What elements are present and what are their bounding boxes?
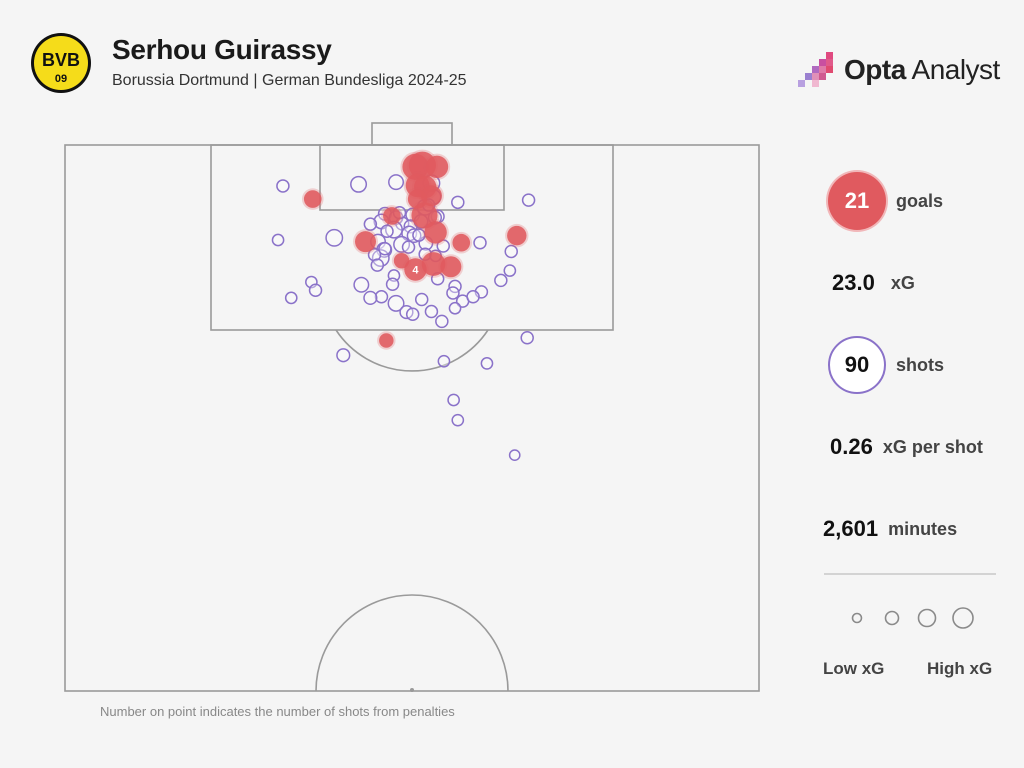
shot-point xyxy=(521,193,536,207)
shot-point xyxy=(414,292,429,307)
shot-point xyxy=(494,273,508,288)
shot-point xyxy=(388,174,405,191)
xg-value: 23.0 xyxy=(832,270,875,295)
shot-point xyxy=(378,241,392,256)
centre-circle xyxy=(315,594,509,692)
goal-point xyxy=(383,207,401,225)
stat-shots: 90 shots xyxy=(828,336,944,394)
goal-point xyxy=(303,190,322,208)
shot-point xyxy=(336,348,351,363)
shot-point xyxy=(387,294,405,312)
opta-analyst-logo-icon xyxy=(798,52,833,87)
stat-xg: 23.0 xG xyxy=(832,270,915,296)
goal-point xyxy=(452,233,471,252)
shot-point xyxy=(435,314,449,329)
shot-point xyxy=(451,195,465,210)
goal xyxy=(371,122,453,146)
goal-point xyxy=(440,256,462,278)
shot-point xyxy=(406,228,422,244)
shot-point xyxy=(451,413,465,427)
goal-point xyxy=(355,231,377,253)
goal-point xyxy=(404,258,427,281)
penalty-arc xyxy=(335,329,489,372)
goal-point xyxy=(421,252,446,276)
legend-circle-3 xyxy=(917,608,937,628)
goal-point xyxy=(424,221,447,244)
club-logo-year: 09 xyxy=(55,73,67,85)
brand-text: Opta Analyst xyxy=(844,54,1000,85)
shot-point xyxy=(374,290,389,304)
shot-point xyxy=(350,175,368,193)
xg-size-legend xyxy=(851,607,974,629)
shot-point xyxy=(353,276,370,293)
goals-value: 21 xyxy=(844,188,870,213)
penalty-count-label: 4 xyxy=(412,264,419,276)
shot-point xyxy=(447,393,460,407)
xg-per-shot-label: xG per shot xyxy=(882,436,983,457)
stat-xg-per-shot: 0.26 xG per shot xyxy=(830,434,983,460)
goal-point xyxy=(425,155,449,179)
legend-circle-4 xyxy=(952,607,974,629)
shots-bubble: 90 xyxy=(828,336,886,394)
shots-value: 90 xyxy=(844,352,870,377)
club-logo: BVB 09 xyxy=(31,33,91,93)
shot-point xyxy=(370,258,385,272)
pitch-lines xyxy=(64,122,760,692)
shot-point xyxy=(466,290,480,304)
shot-point xyxy=(276,179,290,193)
shot-point xyxy=(284,291,298,305)
shot-point xyxy=(480,357,494,370)
stat-minutes: 2,601 minutes xyxy=(823,516,957,542)
shot-point xyxy=(380,224,394,239)
shots-label: shots xyxy=(896,354,945,375)
legend-high-label: High xG xyxy=(927,659,993,678)
goals-bubble: 21 xyxy=(828,172,886,230)
minutes-label: minutes xyxy=(888,518,958,539)
legend-circle-1 xyxy=(851,612,863,624)
divider xyxy=(824,573,996,575)
shot-point xyxy=(504,244,518,259)
shot-point xyxy=(385,277,400,291)
shot-point xyxy=(424,304,439,319)
legend-low-label: Low xG xyxy=(823,659,885,678)
shot-point xyxy=(401,240,416,254)
goals-label: goals xyxy=(896,190,944,211)
shot-point xyxy=(405,307,420,322)
page-subtitle: Borussia Dortmund | German Bundesliga 20… xyxy=(112,72,467,89)
page-title: Serhou Guirassy xyxy=(112,34,332,65)
stat-goals: 21 goals xyxy=(828,172,943,230)
centre-spot xyxy=(410,688,414,692)
xg-label: xG xyxy=(890,272,915,293)
minutes-value: 2,601 xyxy=(823,516,879,541)
shot-point xyxy=(520,330,534,345)
xg-per-shot-value: 0.26 xyxy=(830,434,873,459)
shot-point xyxy=(371,249,390,267)
shot-point xyxy=(508,449,521,461)
footnote: Number on point indicates the number of … xyxy=(100,704,455,719)
shot-point xyxy=(271,233,285,247)
legend-circle-2 xyxy=(884,610,900,626)
goal-point xyxy=(411,202,438,229)
club-logo-text: BVB xyxy=(42,50,80,70)
goal-point xyxy=(507,225,527,246)
shot-point xyxy=(446,286,460,300)
shot-point xyxy=(367,247,382,262)
shot-point xyxy=(363,217,378,231)
goal-point xyxy=(379,333,394,348)
shot-point xyxy=(308,283,323,297)
shot-point xyxy=(473,235,487,250)
shot-point xyxy=(393,235,411,253)
shot-point xyxy=(503,264,517,277)
shot-point xyxy=(325,228,344,247)
shot-point xyxy=(437,354,451,368)
shot-point xyxy=(363,290,378,305)
shot-point xyxy=(448,301,462,315)
